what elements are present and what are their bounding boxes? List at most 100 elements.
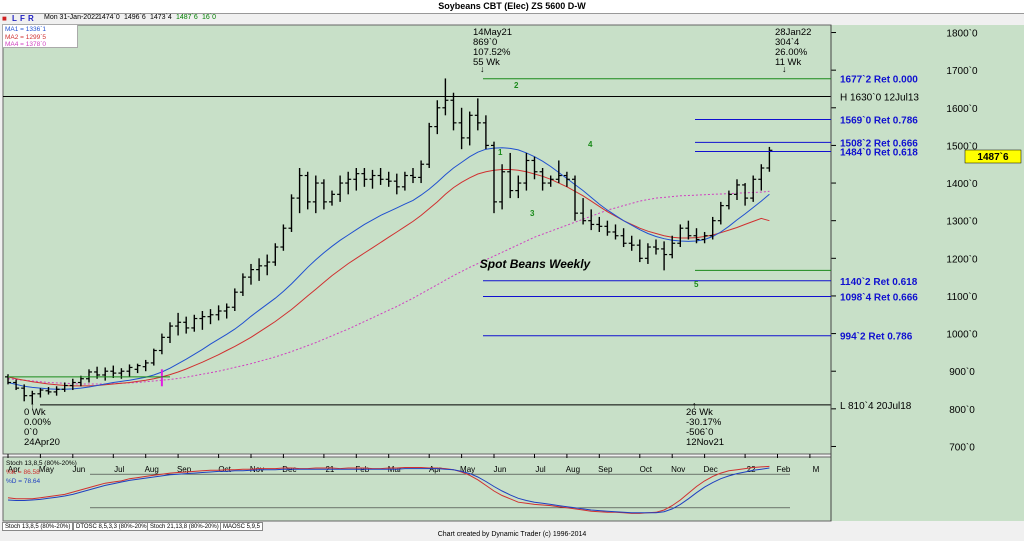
ohlc-bar (491, 141, 497, 214)
y-tick-label: 1400`0 (946, 178, 978, 190)
ohlc-bar (150, 348, 157, 366)
ohlc-bar (669, 235, 676, 259)
ma1-line (7, 147, 770, 390)
footer-credit: Chart created by Dynamic Trader (c) 1996… (437, 531, 587, 538)
ohlc-bar (126, 364, 133, 377)
up-arrow-icon: ↑ (692, 400, 697, 410)
high-annotation: 14May21 (473, 27, 512, 38)
ohlc-bar (167, 322, 173, 343)
ohlc-bar (434, 100, 441, 135)
tab-dtosc[interactable]: DTOSC 8,5,3,3 (80%-20%) (73, 522, 152, 531)
ohlc-bar (466, 111, 473, 146)
stoch-title: Stoch 13,8,5 (80%-20%) (6, 460, 77, 467)
ohlc-bar (102, 367, 109, 381)
toolbar: ■ L F R Mon 31-Jan-2022 1474`0 1496`6 14… (0, 14, 1024, 25)
ma2-label: MA2 = 1299`5 (5, 33, 47, 41)
stoch-d-label: %D = 78.64 (6, 478, 41, 485)
ohlc-bar (183, 316, 190, 334)
ohlc-bar (717, 201, 724, 225)
x-tick-label: Oct (640, 465, 653, 474)
ohlc-bar (661, 241, 668, 271)
fib-label: 1098`4 Ret 0.666 (840, 293, 918, 304)
ohlc-bar (215, 305, 222, 321)
ohlc-bar (231, 288, 238, 311)
x-tick-label: Jul (535, 465, 545, 474)
ohlc-bar (86, 369, 92, 383)
x-tick-label: Jul (114, 465, 124, 474)
ohlc-bar (636, 239, 643, 263)
ohlc-bar (482, 115, 489, 150)
ma4-line (7, 190, 770, 385)
fib-label: 1484`0 Ret 0.618 (840, 147, 918, 158)
x-tick-label: Aug (566, 465, 580, 474)
lock-icon[interactable]: ■ (2, 14, 7, 23)
ohlc-bar (499, 164, 506, 210)
low-nov-annotation: 12Nov21 (686, 437, 724, 448)
ohlc-bar (410, 168, 416, 184)
window-title-bar: Soybeans CBT (Elec) ZS 5600 D-W (0, 0, 1024, 14)
stoch-d-line (7, 467, 770, 514)
tab-stoch-21[interactable]: Stoch 21,13,8 (80%-20%) (147, 522, 222, 531)
fib-label: 1677`2 Ret 0.000 (840, 75, 918, 86)
ohlc-bar (401, 171, 408, 191)
ohlc-bar (709, 216, 716, 240)
fib-label: 994`2 Ret 0.786 (840, 332, 913, 343)
tab-maosc[interactable]: MAOSC 5,9,5 (220, 522, 264, 531)
ohlc-bar (531, 156, 538, 180)
ohlc-bar (272, 243, 279, 266)
ohlc-bar (523, 152, 530, 191)
ohlc-bar (369, 169, 376, 189)
wave-label: 2 (514, 81, 519, 90)
stoch-k-label: %K = 86.58 (6, 469, 40, 476)
ohlc-bar (377, 168, 384, 185)
tab-stoch-13[interactable]: Stoch 13,8,5 (80%-20%) (2, 522, 74, 531)
high-annotation: 107.52% (473, 47, 511, 58)
ohlc-bar (21, 384, 28, 402)
ohlc-bar (207, 309, 214, 325)
toolbar-f-button[interactable]: F (20, 14, 25, 23)
ohlc-bar (734, 179, 740, 200)
ohlc-bar (264, 254, 271, 276)
ohlc-bar (175, 312, 182, 336)
wave-label: 3 (530, 209, 535, 218)
x-tick-label: Dec (703, 465, 717, 474)
ohlc-bar (337, 175, 344, 202)
ohlc-bar (758, 164, 765, 191)
ohlc-bar (345, 171, 352, 195)
high-annotation: 869`0 (473, 37, 497, 48)
ohlc-bar (142, 359, 149, 372)
ohlc-bar (110, 365, 117, 378)
low-start-annotation: 24Apr20 (24, 437, 60, 448)
x-tick-label: 22 (747, 465, 756, 474)
ohlc-bar (320, 179, 327, 210)
ohlc-bar (442, 78, 449, 116)
ohlc-bar (69, 378, 76, 391)
x-tick-label: Nov (671, 465, 685, 474)
x-tick-label: May (39, 465, 54, 474)
x-tick-label: Jun (72, 465, 85, 474)
low-nov-annotation: -30.17% (686, 417, 722, 428)
ohlc-bar (742, 183, 749, 206)
ohlc-bar (296, 168, 303, 214)
ohlc-bar (45, 387, 52, 395)
ohlc-bar (580, 198, 587, 225)
last-price-box (964, 149, 1022, 164)
high-annotation: 55 Wk (473, 57, 500, 68)
ohlc-bar (555, 160, 562, 184)
ohlc-bar (701, 231, 708, 244)
y-tick-label: 1700`0 (946, 65, 978, 77)
toolbar-r-button[interactable]: R (28, 14, 34, 23)
y-tick-label: 1800`0 (946, 28, 978, 40)
toolbar-high: 1496`6 (124, 14, 146, 21)
y-tick-label: 1000`0 (946, 329, 978, 341)
toolbar-close: 1487`6 (176, 14, 198, 21)
ohlc-bar (474, 98, 481, 131)
ma2-line (7, 169, 770, 387)
chart-note: Spot Beans Weekly (480, 257, 592, 271)
low-nov-annotation: -506`0 (686, 427, 713, 438)
ohlc-bar (539, 168, 546, 191)
ohlc-bar (628, 235, 635, 251)
toolbar-l-button[interactable]: L (12, 14, 17, 23)
ohlc-bar (677, 224, 684, 248)
